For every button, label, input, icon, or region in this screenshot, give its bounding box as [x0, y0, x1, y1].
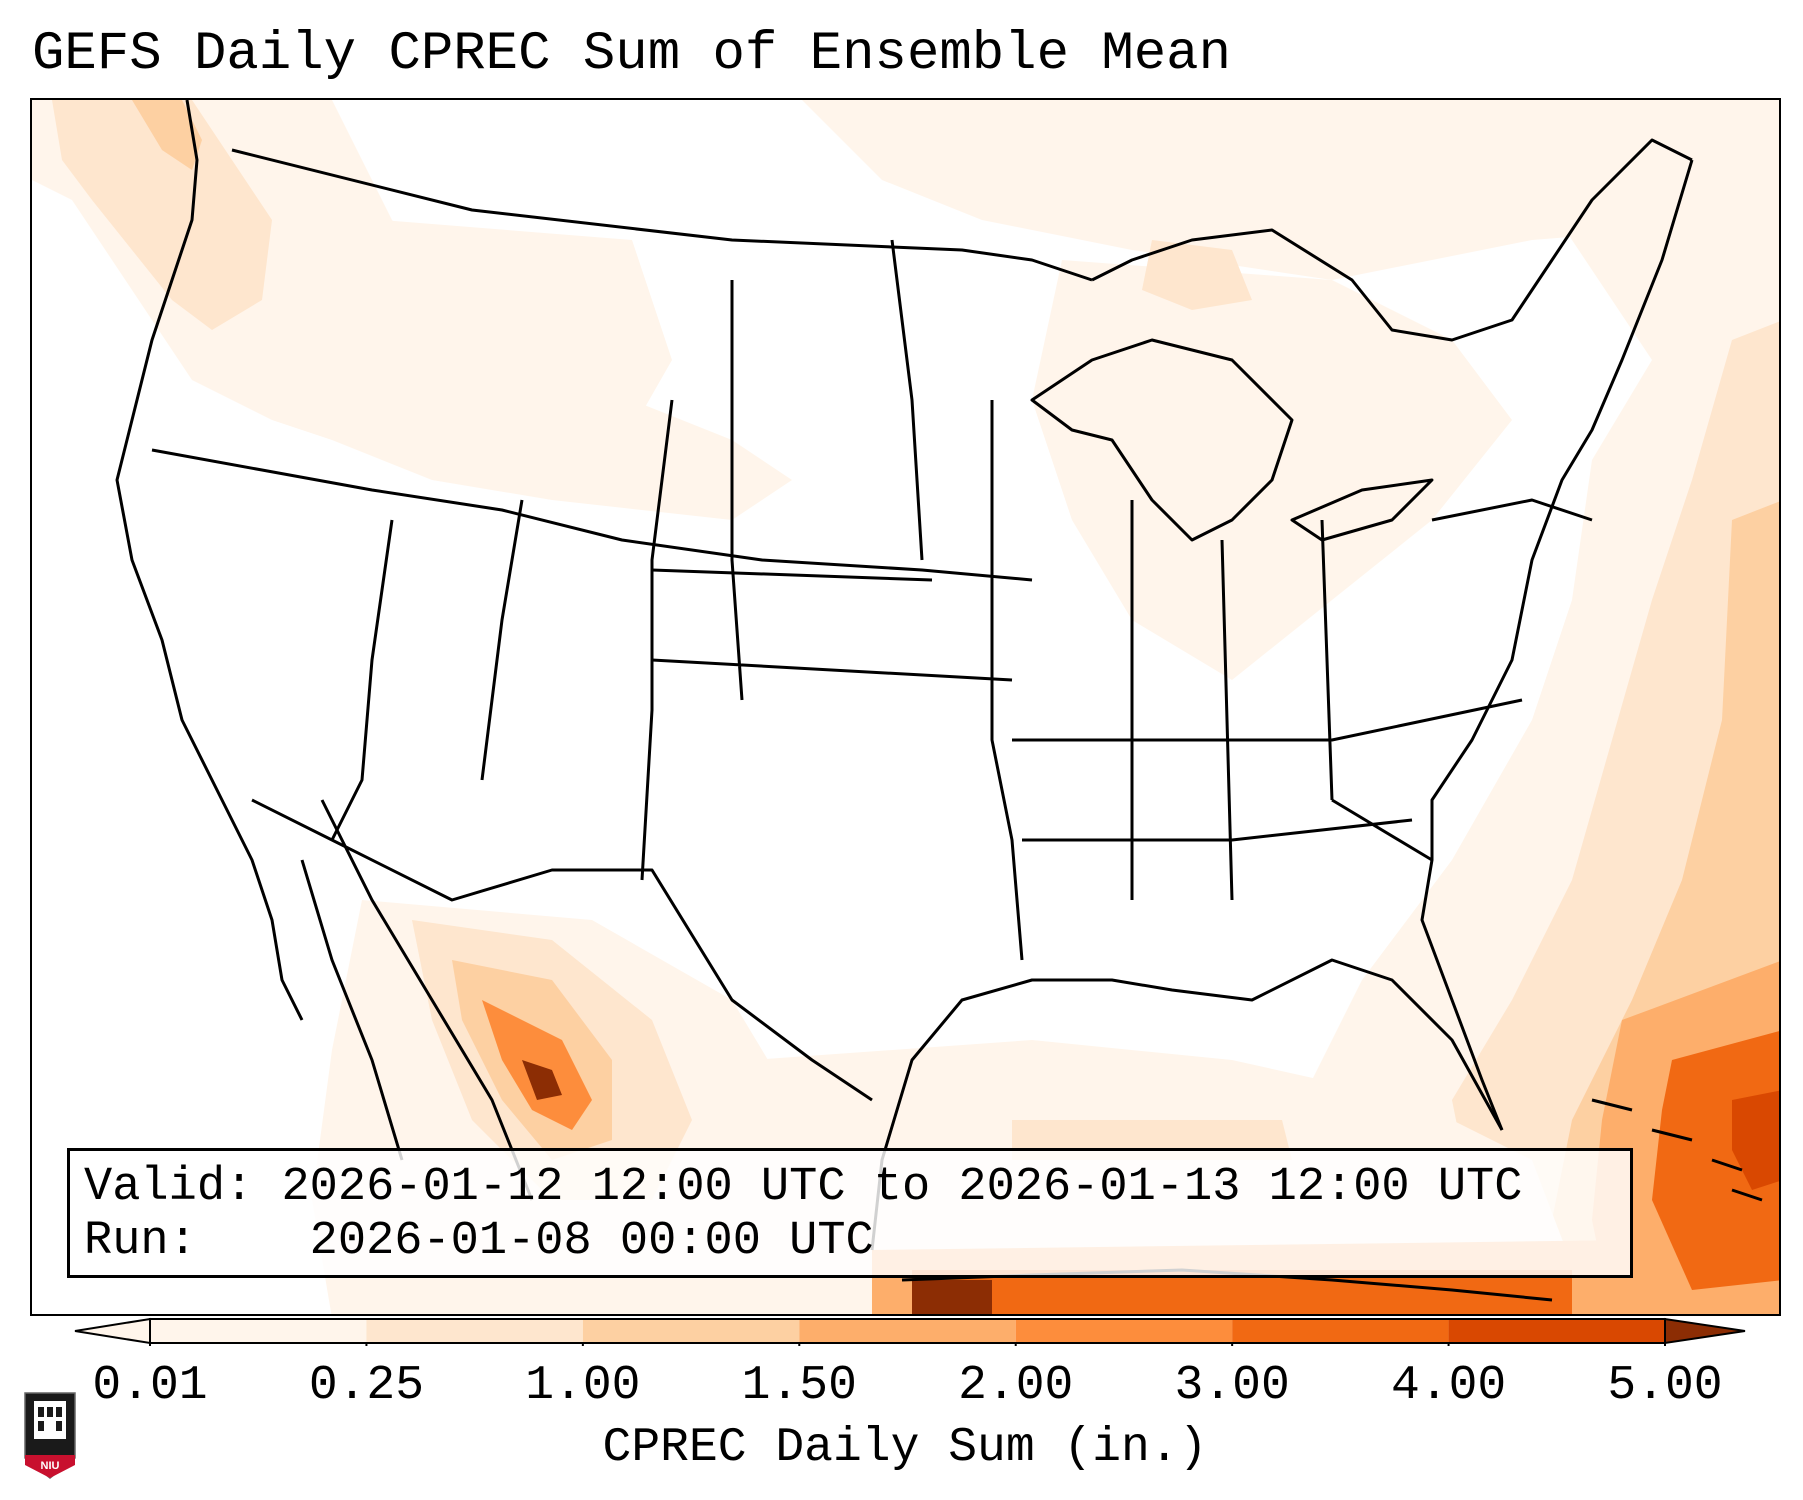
colorbar-extend-high — [1664, 1317, 1746, 1345]
precip-map — [32, 100, 1779, 1314]
run-text: 2026-01-08 00:00 UTC — [309, 1215, 874, 1268]
pnw-coast-shading — [52, 100, 272, 330]
colorbar-tick-label: 4.00 — [1390, 1359, 1507, 1413]
cuba-core-shading — [912, 1270, 1572, 1314]
colorbar-tick-label: 3.00 — [1174, 1359, 1290, 1413]
cuba-peak-shading — [912, 1280, 992, 1314]
map-panel — [30, 98, 1781, 1316]
map-title: GEFS Daily CPREC Sum of Ensemble Mean — [32, 24, 1231, 85]
colorbar-segment — [1448, 1319, 1665, 1343]
valid-label: Valid: — [84, 1161, 254, 1214]
validity-info-box: Valid: 2026-01-12 12:00 UTC to 2026-01-1… — [67, 1148, 1633, 1278]
mx-us-border — [251, 798, 873, 1102]
upper-mi-shading — [1142, 240, 1252, 310]
valid-line: Valid: 2026-01-12 12:00 UTC to 2026-01-1… — [84, 1161, 1522, 1215]
state-lines-plains — [651, 239, 1013, 701]
precip-shading — [32, 100, 1779, 1314]
state-lines-mid — [330, 399, 674, 881]
colorbar-extend-low — [74, 1317, 151, 1345]
colorbar-tick-label: 0.25 — [308, 1359, 425, 1413]
colorbar — [74, 1317, 1746, 1346]
run-line: Run: 2026-01-08 00:00 UTC — [84, 1215, 874, 1269]
colorbar-segment — [150, 1319, 367, 1343]
northeast-border — [1091, 138, 1693, 342]
mexico-peak-shading — [522, 1060, 562, 1100]
state-lines-west — [151, 448, 1033, 582]
colorbar-segment — [799, 1319, 1016, 1343]
rockies-light-shading — [382, 220, 672, 430]
colorbar-tick-label: 1.00 — [525, 1359, 641, 1413]
colorbar-tick-label: 0.01 — [92, 1359, 208, 1413]
logo-text: NIU — [41, 1460, 60, 1472]
colorbar-tick-label: 5.00 — [1607, 1359, 1723, 1413]
great-lakes-outline — [1030, 338, 1294, 542]
state-lines-central — [990, 400, 1334, 961]
mexico-coast-line — [320, 799, 534, 1201]
canada-light-shading — [802, 100, 1779, 280]
east-coast-line — [1420, 159, 1694, 1131]
colorbar-label: CPREC Daily Sum (in.) — [602, 1421, 1208, 1475]
caribbean-islands — [1591, 1098, 1763, 1202]
state-lines-east — [1012, 498, 1593, 862]
colorbar-outline — [149, 1318, 1666, 1344]
canada-border — [231, 148, 1093, 282]
colorbar-segments — [74, 1317, 1746, 1346]
colorbar-tick-label: 2.00 — [958, 1359, 1074, 1413]
caribbean-peak-shading — [1732, 1090, 1779, 1190]
niu-logo: NIU — [24, 1392, 76, 1479]
baja-line — [300, 859, 404, 1161]
valid-text: 2026-01-12 12:00 UTC to 2026-01-13 12:00… — [281, 1161, 1523, 1214]
pnw-core-shading — [132, 100, 202, 170]
colorbar-segment — [582, 1319, 800, 1343]
colorbar-segment — [366, 1319, 583, 1343]
run-label: Run: — [84, 1215, 197, 1268]
boundaries — [115, 100, 1763, 1302]
west-coast-line — [115, 100, 304, 1021]
colorbar-segment — [1015, 1319, 1233, 1343]
colorbar-segment — [1232, 1319, 1449, 1343]
gulf-coast-line — [870, 958, 1504, 1251]
colorbar-tick-label: 1.50 — [741, 1359, 857, 1413]
lake-erie-outline — [1290, 478, 1434, 542]
greatlakes-shading — [1032, 260, 1512, 680]
